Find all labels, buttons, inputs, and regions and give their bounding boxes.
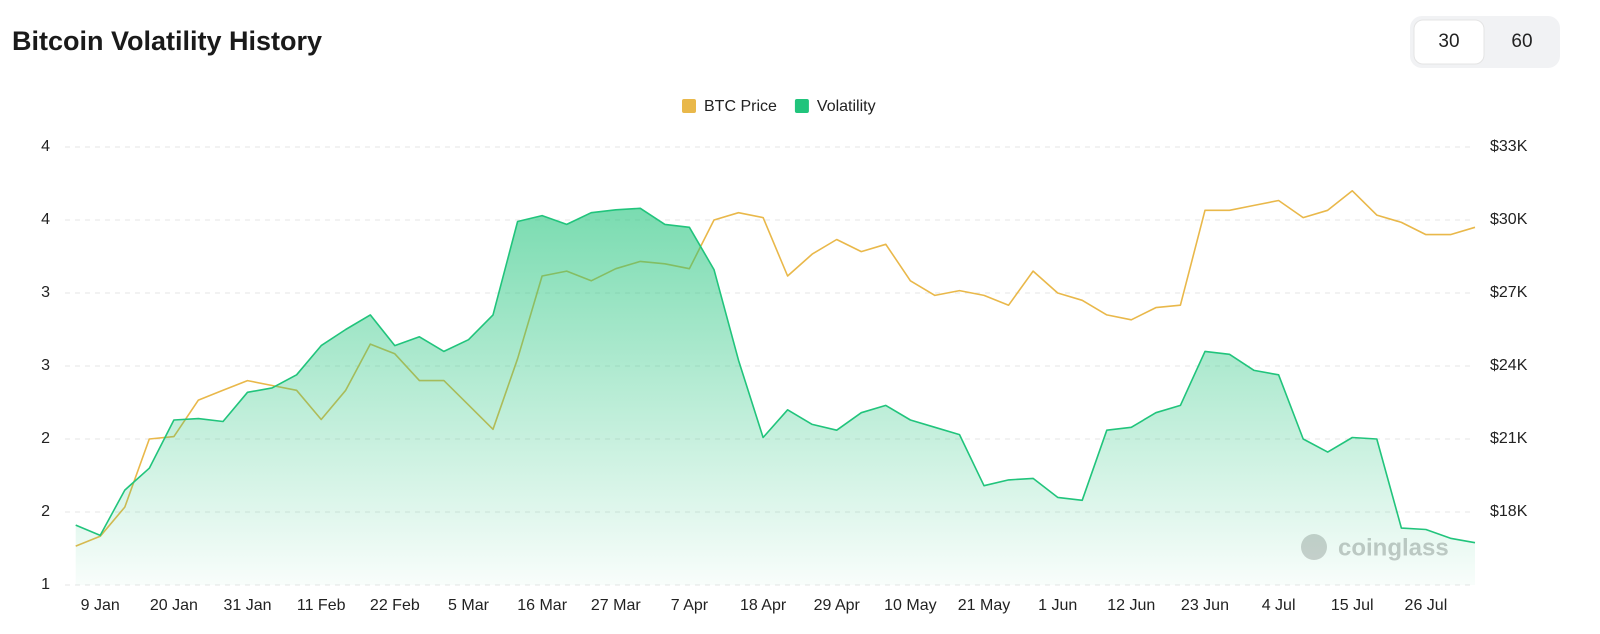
x-tick-label: 10 May xyxy=(884,597,936,614)
x-tick-label: 7 Apr xyxy=(671,597,709,614)
legend-swatch xyxy=(794,99,809,113)
x-tick-label: 9 Jan xyxy=(81,597,120,614)
x-tick-label: 4 Jul xyxy=(1262,597,1296,614)
x-tick-label: 23 Jun xyxy=(1181,597,1229,614)
x-tick-label: 20 Jan xyxy=(150,597,198,614)
y2-tick-label: $24K xyxy=(1490,357,1528,374)
y-tick-label: 4 xyxy=(41,138,50,155)
y-tick-label: 3 xyxy=(41,284,50,301)
y-tick-label: 2 xyxy=(41,503,50,520)
x-tick-label: 15 Jul xyxy=(1331,597,1374,614)
x-tick-label: 5 Mar xyxy=(448,597,490,614)
x-tick-label: 1 Jun xyxy=(1038,597,1077,614)
toggle-button[interactable]: 30 xyxy=(1438,31,1459,52)
x-tick-label: 21 May xyxy=(958,597,1010,614)
x-tick-label: 18 Apr xyxy=(740,597,787,614)
x-tick-label: 31 Jan xyxy=(224,597,272,614)
legend-label: BTC Price xyxy=(704,98,777,115)
y2-tick-label: $27K xyxy=(1490,284,1528,301)
toggle-button[interactable]: 60 xyxy=(1511,31,1532,52)
series-line xyxy=(75,207,1476,544)
y-tick-label: 3 xyxy=(41,357,50,374)
chart-title: Bitcoin Volatility History xyxy=(12,26,322,56)
x-tick-label: 16 Mar xyxy=(517,597,567,614)
x-tick-label: 26 Jul xyxy=(1405,597,1448,614)
toggle-selected xyxy=(1413,19,1485,65)
x-tick-label: 27 Mar xyxy=(591,597,641,614)
x-tick-label: 12 Jun xyxy=(1107,597,1155,614)
y2-tick-label: $30K xyxy=(1490,211,1528,228)
x-tick-label: 29 Apr xyxy=(814,597,861,614)
y2-tick-label: $18K xyxy=(1490,503,1528,520)
y-tick-label: 4 xyxy=(41,211,50,228)
x-tick-label: 22 Feb xyxy=(370,597,420,614)
y-tick-label: 1 xyxy=(41,576,50,593)
y-tick-label: 2 xyxy=(41,430,50,447)
y2-tick-label: $33K xyxy=(1490,138,1528,155)
legend-label: Volatility xyxy=(817,98,876,115)
y2-tick-label: $21K xyxy=(1490,430,1528,447)
volatility-area xyxy=(75,208,1476,586)
legend-swatch xyxy=(682,99,696,113)
x-tick-label: 11 Feb xyxy=(297,597,346,614)
